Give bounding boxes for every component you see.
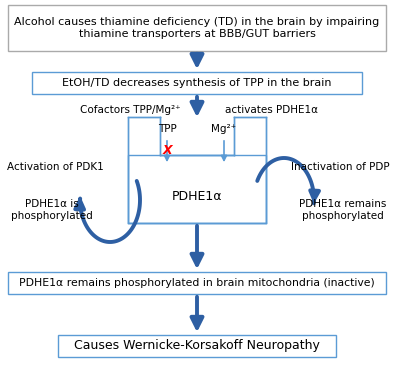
Text: PDHE1α remains
phosphorylated: PDHE1α remains phosphorylated [299,199,387,221]
Bar [58,335,336,357]
Text: Inactivation of PDP: Inactivation of PDP [291,162,389,172]
Text: X: X [162,144,172,157]
Text: Activation of PDK1: Activation of PDK1 [7,162,103,172]
Text: activates PDHE1α: activates PDHE1α [225,105,318,115]
Bar [128,155,266,223]
Text: PDHE1α: PDHE1α [172,189,222,202]
Text: Cofactors TPP/Mg²⁺: Cofactors TPP/Mg²⁺ [80,105,180,115]
Bar [148,120,186,138]
Bar [8,272,386,294]
Text: TPP: TPP [158,124,177,134]
Text: EtOH/TD decreases synthesis of TPP in the brain: EtOH/TD decreases synthesis of TPP in th… [62,78,332,88]
Bar [203,120,245,138]
Text: Mg²⁺: Mg²⁺ [212,124,236,134]
Bar [32,72,362,94]
Text: Causes Wernicke-Korsakoff Neuropathy: Causes Wernicke-Korsakoff Neuropathy [74,340,320,353]
Text: PDHE1α is
phosphorylated: PDHE1α is phosphorylated [11,199,93,221]
Bar [8,5,386,51]
Text: PDHE1α remains phosphorylated in brain mitochondria (inactive): PDHE1α remains phosphorylated in brain m… [19,278,375,288]
Bar [129,118,265,154]
Text: Alcohol causes thiamine deficiency (TD) in the brain by impairing
thiamine trans: Alcohol causes thiamine deficiency (TD) … [14,17,380,39]
